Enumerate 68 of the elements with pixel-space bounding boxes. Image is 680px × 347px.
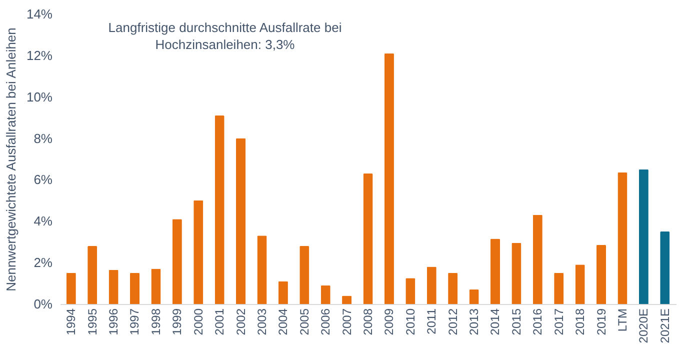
x-tick-label: 2008	[361, 308, 375, 336]
y-tick-label: 10%	[26, 89, 53, 104]
x-tick-label: 2000	[191, 308, 206, 336]
bar	[151, 268, 161, 304]
y-tick-label: 14%	[26, 6, 53, 22]
x-tick-label: 2003	[254, 308, 269, 336]
x-tick-label: 2012	[446, 308, 460, 336]
x-tick-label: 2020E	[636, 308, 651, 344]
x-tick-label: 1999	[170, 308, 184, 336]
bar	[618, 172, 628, 304]
bar	[406, 278, 416, 304]
bar	[257, 236, 267, 304]
bar	[490, 238, 500, 304]
y-tick-label: 8%	[34, 130, 53, 146]
y-tick-label: 6%	[34, 172, 53, 188]
bar	[638, 169, 648, 304]
x-tick-label: 2005	[297, 308, 312, 336]
bar	[532, 214, 542, 304]
bar	[130, 272, 140, 304]
y-tick-label: 4%	[34, 214, 53, 229]
x-tick-label: 2011	[424, 308, 439, 334]
x-tick-label: 2007	[340, 308, 354, 336]
x-tick-label: 2002	[234, 308, 248, 336]
x-tick-label: 1996	[106, 308, 121, 336]
bar	[66, 272, 76, 304]
x-tick-label: 2016	[530, 308, 545, 336]
bar	[214, 116, 224, 304]
x-tick-label: LTM	[615, 308, 630, 332]
bar	[108, 270, 118, 304]
bar	[660, 232, 670, 304]
bar	[194, 200, 204, 304]
bar	[363, 174, 373, 304]
bar	[596, 244, 606, 304]
y-tick-label: 12%	[26, 48, 53, 63]
bar	[172, 219, 182, 304]
x-tick-label: 2017	[552, 308, 566, 336]
y-axis-title: Nennwertgewichtete Ausfallraten bei Anleihen	[3, 28, 18, 292]
bar	[236, 138, 246, 304]
y-tick-label: 2%	[34, 255, 53, 270]
annotation: Langfristige durchschnitte Ausfallrate bei Hochzinsanleihen: 3,3%	[108, 20, 342, 52]
x-tick-label: 2015	[509, 308, 524, 336]
x-tick-label: 2006	[318, 308, 333, 336]
bar	[88, 246, 98, 304]
bar	[554, 272, 564, 304]
bar	[342, 296, 352, 304]
x-tick-label: 2014	[488, 308, 502, 336]
y-tick-label: 0%	[34, 296, 53, 312]
x-tick-label: 1998	[148, 308, 163, 336]
x-tick-label: 1995	[85, 308, 100, 336]
x-tick-label: 2001	[212, 308, 227, 336]
bar	[426, 266, 436, 304]
bar	[575, 264, 585, 304]
bar	[278, 281, 288, 304]
x-tick-label: 2004	[276, 308, 290, 336]
x-tick-label: 2019	[594, 308, 608, 336]
bar	[300, 246, 310, 304]
x-tick-label: 2018	[573, 308, 588, 336]
x-tick-label: 1994	[64, 308, 78, 336]
x-tick-label: 2010	[403, 308, 418, 336]
x-tick-label: 1997	[128, 308, 142, 336]
bar	[448, 272, 458, 304]
x-tick-label: 2009	[382, 308, 396, 336]
bar	[469, 290, 479, 304]
bar	[384, 53, 394, 304]
x-tick-label: 2013	[467, 308, 482, 336]
x-tick-label: 2021E	[658, 308, 672, 344]
bar	[320, 285, 330, 304]
bar	[512, 242, 522, 304]
